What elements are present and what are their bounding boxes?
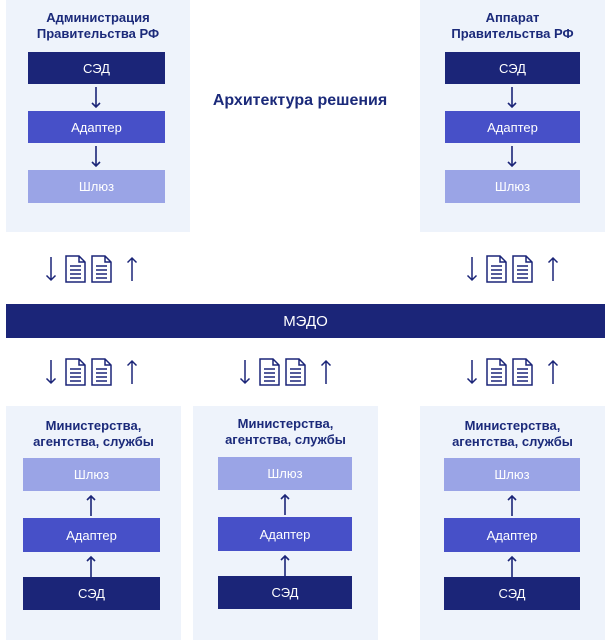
document-icon — [91, 358, 112, 386]
sed-box-administration: СЭД — [28, 52, 165, 84]
document-icon — [486, 255, 507, 283]
document-icon — [285, 358, 306, 386]
exchange-icon-top-right — [466, 255, 559, 283]
document-icon — [65, 358, 86, 386]
exchange-icon-bottom-right — [466, 358, 559, 386]
arrow-up-icon — [86, 555, 96, 577]
panel-title-ministries: Министерства, агентства, службы — [452, 418, 573, 449]
adapter-box: Адаптер — [444, 518, 580, 552]
exchange-icon-bottom-left — [45, 358, 138, 386]
gateway-box-administration: Шлюз — [28, 170, 165, 203]
document-icon — [65, 255, 86, 283]
gateway-box: Шлюз — [23, 458, 160, 491]
arrow-up-icon — [507, 494, 517, 516]
arrow-down-icon — [91, 146, 101, 168]
arrow-up-icon — [507, 555, 517, 577]
panel-administration: Администрация Правительства РФ СЭД Адапт… — [6, 0, 190, 232]
gateway-box: Шлюз — [218, 457, 352, 490]
adapter-box-administration: Адаптер — [28, 111, 165, 143]
sed-box: СЭД — [23, 577, 160, 610]
exchange-icon-top-left — [45, 255, 138, 283]
panel-title-apparatus: Аппарат Правительства РФ — [451, 10, 574, 41]
arrow-down-icon — [91, 87, 101, 109]
adapter-box: Адаптер — [218, 517, 352, 551]
document-icon — [91, 255, 112, 283]
sed-box: СЭД — [218, 576, 352, 609]
gateway-box: Шлюз — [444, 458, 580, 491]
document-icon — [512, 358, 533, 386]
adapter-box-apparatus: Адаптер — [445, 111, 580, 143]
panel-ministries-center: Министерства, агентства, службы Шлюз Ада… — [193, 406, 378, 640]
gateway-box-apparatus: Шлюз — [445, 170, 580, 203]
panel-title-administration: Администрация Правительства РФ — [36, 10, 160, 41]
document-icon — [259, 358, 280, 386]
exchange-icon-bottom-center — [239, 358, 332, 386]
diagram-title: Архитектура решения — [212, 92, 388, 109]
sed-box-apparatus: СЭД — [445, 52, 580, 84]
sed-box: СЭД — [444, 577, 580, 610]
arrow-down-icon — [507, 87, 517, 109]
adapter-box: Адаптер — [23, 518, 160, 552]
panel-ministries-right: Министерства, агентства, службы Шлюз Ада… — [420, 406, 605, 640]
document-icon — [512, 255, 533, 283]
arrow-up-icon — [280, 554, 290, 576]
panel-apparatus: Аппарат Правительства РФ СЭД Адаптер Шлю… — [420, 0, 605, 232]
arrow-up-icon — [280, 493, 290, 515]
arrow-up-icon — [86, 494, 96, 516]
document-icon — [486, 358, 507, 386]
panel-title-ministries: Министерства, агентства, службы — [33, 418, 154, 449]
arrow-down-icon — [507, 146, 517, 168]
panel-ministries-left: Министерства, агентства, службы Шлюз Ада… — [6, 406, 181, 640]
medo-bus: МЭДО — [6, 304, 605, 338]
panel-title-ministries: Министерства, агентства, службы — [225, 416, 346, 447]
